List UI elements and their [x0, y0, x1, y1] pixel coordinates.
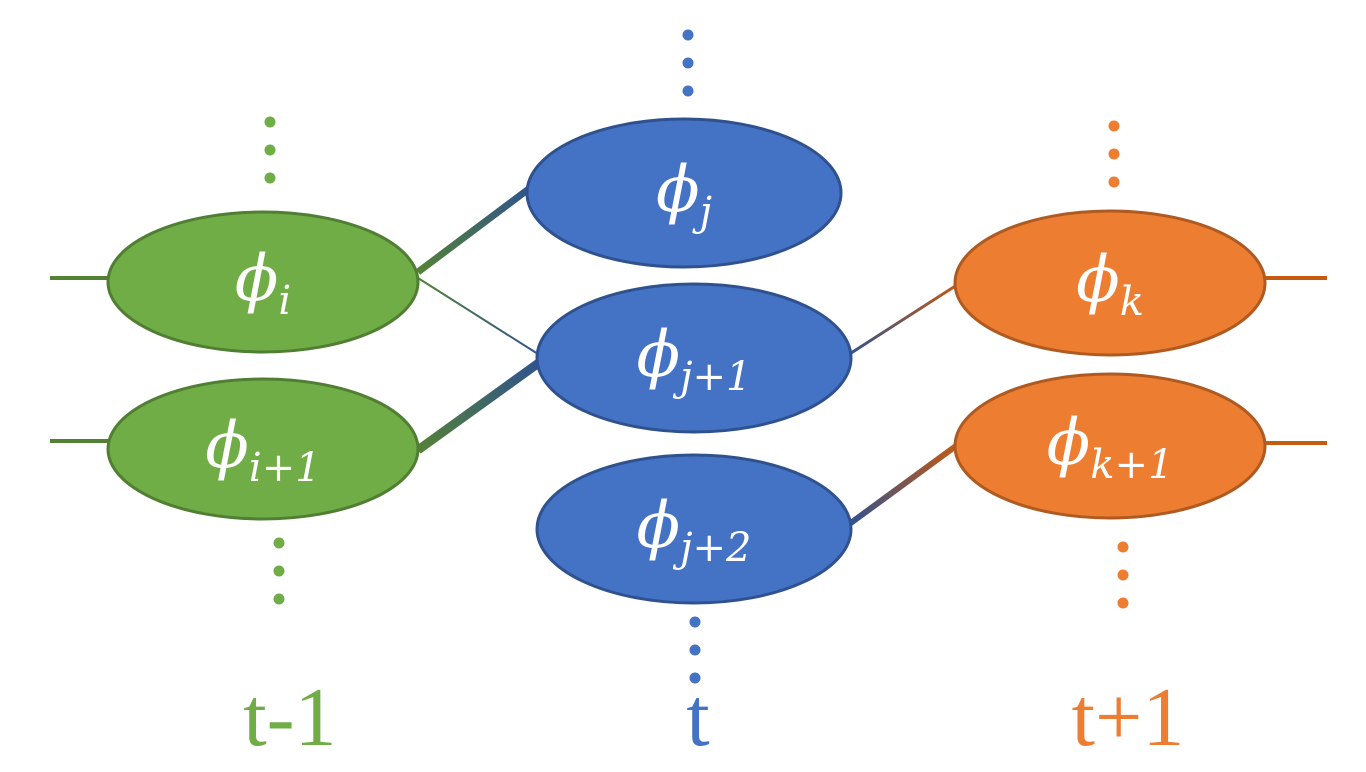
node-phi-k1: ϕk+1 [953, 372, 1267, 520]
node-phi-k1-shape [953, 372, 1267, 520]
edge-phi-i-to-phi-j [415, 185, 533, 275]
node-phi-j-label: ϕj [656, 153, 712, 235]
column-label-t-minus-1: t-1 [243, 671, 336, 764]
node-phi-i-label: ϕi [235, 242, 291, 324]
node-phi-j2-shape [535, 453, 853, 605]
node-phi-i1-label: ϕi+1 [205, 409, 320, 491]
edge-phi-i1-to-phi-j1 [415, 358, 543, 454]
ellipsis-dots-orange-top [1108, 120, 1120, 188]
node-phi-k: ϕk [953, 209, 1267, 357]
node-phi-j1-shape [535, 282, 853, 434]
node-phi-j-shape [525, 117, 843, 269]
ellipsis-dots-blue-top [682, 29, 694, 97]
column-label-t-plus-1: t+1 [1072, 671, 1185, 764]
node-phi-k-shape [953, 209, 1267, 357]
node-phi-i-shape [106, 210, 420, 354]
ellipsis-dots-blue-bottom [689, 616, 701, 684]
node-phi-k1-label: ϕk+1 [1047, 406, 1174, 488]
edge-phi-i-to-phi-j1 [417, 277, 539, 355]
ellipsis-dots-orange-bottom [1117, 541, 1129, 609]
node-phi-j: ϕj [525, 117, 843, 269]
ellipsis-dots-green-top [264, 116, 276, 184]
node-phi-j1-label: ϕj+1 [637, 318, 752, 400]
node-phi-i: ϕi [106, 210, 420, 354]
node-phi-i1: ϕi+1 [106, 377, 420, 521]
edge-phi-j2-to-phi-k1 [846, 440, 962, 528]
edge-phi-j1-to-phi-k [847, 281, 961, 357]
node-phi-j1: ϕj+1 [535, 282, 853, 434]
node-phi-i1-shape [106, 377, 420, 521]
node-phi-j2-label: ϕj+2 [637, 489, 752, 571]
ellipsis-dots-green-bottom [273, 537, 285, 605]
node-phi-k-label: ϕk [1076, 243, 1144, 325]
node-phi-j2: ϕj+2 [535, 453, 853, 605]
column-label-t: t [686, 671, 709, 764]
